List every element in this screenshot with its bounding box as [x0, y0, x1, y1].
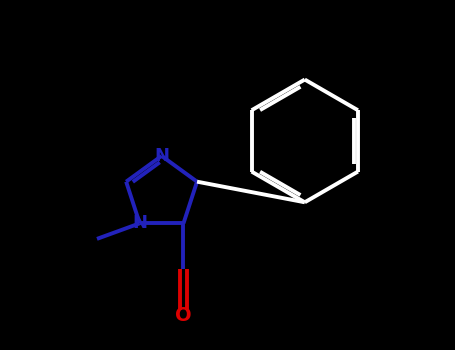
Text: O: O [175, 306, 192, 325]
Text: N: N [132, 214, 147, 232]
Text: N: N [154, 147, 169, 165]
